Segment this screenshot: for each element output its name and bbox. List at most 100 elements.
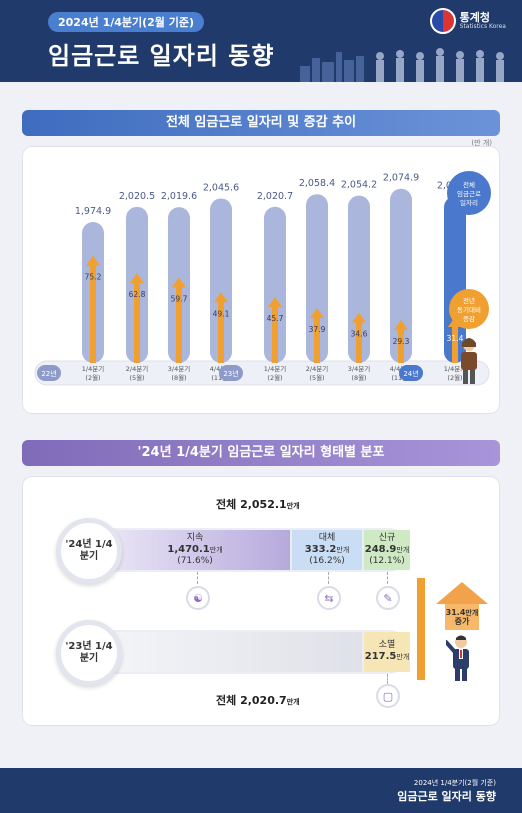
new-document-icon: ✎ (376, 586, 400, 610)
legend-change-label: 전년 (463, 296, 475, 305)
skyline-illustration (300, 48, 504, 82)
change-value-label: 62.8 (129, 290, 146, 299)
change-arrowhead (172, 277, 186, 288)
category-label: 1/4분기 (82, 364, 104, 373)
legend-total-label: 임금근로 (457, 190, 481, 198)
year-badge (37, 365, 61, 381)
year-badge (399, 365, 423, 381)
category-label: 1/4분기 (444, 364, 466, 373)
total-bar (264, 206, 286, 363)
section2-title: '24년 1/4분기 임금근로 일자리 형태별 분포 (22, 440, 500, 466)
total-bar (390, 188, 412, 363)
change-bar (176, 285, 182, 363)
legend-total-bubble (447, 171, 491, 215)
year-label: 22년 (41, 369, 56, 378)
category-label: 3/4분기 (348, 364, 370, 373)
segment-new: 신규 248.9만개 (12.1%) (364, 530, 410, 570)
presenter-hair (462, 338, 476, 347)
connector (387, 674, 388, 684)
total-value-label: 1,974.9 (75, 206, 111, 217)
change-value-label: 37.9 (309, 325, 326, 334)
total-2024: 전체 2,052.1만개 (210, 496, 306, 512)
category-sublabel: (5월) (309, 373, 324, 382)
taegeuk-icon (429, 8, 456, 34)
row-badge-2023: '23년 1/4분기 (56, 620, 122, 686)
trend-chart-panel: 1,974.9 75.2 1/4분기 (2월) 2,020.5 62.8 2/4분기 (5월)… (22, 146, 500, 414)
total-bar (306, 194, 328, 363)
header: 2024년 1/4분기(2월 기준) 임금근로 일자리 동향 통계청 Stati… (0, 0, 522, 82)
page-title: 임금근로 일자리 동향 (48, 42, 275, 70)
category-label: 1/4분기 (264, 364, 286, 373)
total-value-label: 2,020.5 (119, 191, 155, 202)
category-sublabel: (8월) (171, 373, 186, 382)
segment-replacement: 대체 333.2만개 (16.2%) (292, 530, 362, 570)
category-sublabel: (2월) (447, 373, 462, 382)
change-arrowhead (130, 273, 144, 284)
category-sublabel: (5월) (129, 373, 144, 382)
total-value-label: 2,020.7 (257, 191, 293, 202)
change-arrowhead (86, 255, 100, 266)
footer-period: 2024년 1/4분기(2월 기준) (413, 779, 496, 787)
connector (197, 572, 198, 584)
logo-name: 통계청 (459, 10, 491, 24)
change-bar (452, 325, 458, 363)
legend-total-label: 전체 (463, 180, 475, 189)
change-arrowhead (352, 312, 366, 323)
row-badge-2024: '24년 1/4분기 (56, 518, 122, 584)
businessman-illustration (446, 635, 469, 681)
change-value-label: 59.7 (171, 294, 188, 303)
change-bar (272, 305, 278, 363)
change-bar (218, 300, 224, 363)
category-sublabel: (8월) (351, 373, 366, 382)
legend-change-label: 증감 (463, 315, 475, 323)
change-value-label: 34.6 (351, 330, 368, 339)
category-strip (34, 360, 490, 386)
change-value-label: 49.1 (213, 309, 230, 318)
logo: 통계청 Statistics Korea (429, 8, 506, 34)
total-value-label: 2,058.4 (299, 178, 335, 189)
total-value-label: 2,074.9 (383, 173, 419, 184)
change-bar (398, 327, 404, 363)
total-value-label: 2,045.6 (203, 182, 239, 193)
handshake-icon: ☯ (186, 586, 210, 610)
connector (387, 572, 388, 584)
people-swap-icon: ⇆ (317, 586, 341, 610)
change-value-label: 45.7 (267, 314, 284, 323)
year-label: 24년 (403, 369, 418, 378)
logo-sub: Statistics Korea (459, 22, 506, 30)
legend-total-label: 일자리 (460, 198, 478, 207)
segment-continuing: 지속 1,470.1만개 (71.6%) (100, 530, 290, 570)
presenter-body (461, 352, 477, 370)
footer: 2024년 1/4분기(2월 기준) 임금근로 일자리 동향 (0, 768, 522, 813)
total-2023: 전체 2,020.7만개 (210, 692, 306, 708)
year-label: 23년 (223, 369, 238, 378)
year-badge (219, 365, 243, 381)
connector (328, 572, 329, 584)
change-arrowhead (310, 307, 324, 318)
change-arrowhead (214, 292, 228, 303)
closed-document-icon: ▢ (376, 684, 400, 708)
legend-change-label: 동기대비 (457, 305, 481, 314)
segment-extinct: 소멸 217.5만개 (364, 632, 410, 672)
category-sublabel: (2월) (85, 373, 100, 382)
segment-2023-base (100, 632, 362, 672)
change-value-label: 31.4 (447, 334, 464, 343)
change-bar (90, 263, 96, 363)
legend-change-bubble (449, 289, 489, 329)
distribution-panel (22, 476, 500, 726)
up-arrow-icon (436, 582, 488, 604)
presenter-leg (470, 370, 475, 384)
change-bar (356, 320, 362, 363)
presenter-leg (463, 370, 468, 384)
footer-title: 임금근로 일자리 동향 (397, 790, 496, 803)
change-bar (314, 315, 320, 363)
category-label: 2/4분기 (126, 364, 148, 373)
category-label: 3/4분기 (168, 364, 190, 373)
change-arrowhead (394, 319, 408, 330)
period-pill: 2024년 1/4분기(2월 기준) (48, 12, 205, 32)
trend-chart: 1,974.975.21/4분기(2월)2,020.562.82/4분기(5월)… (34, 171, 491, 386)
change-bar (134, 281, 140, 363)
total-bar (210, 198, 232, 363)
category-sublabel: (2월) (267, 373, 282, 382)
change-arrowhead (268, 297, 282, 308)
